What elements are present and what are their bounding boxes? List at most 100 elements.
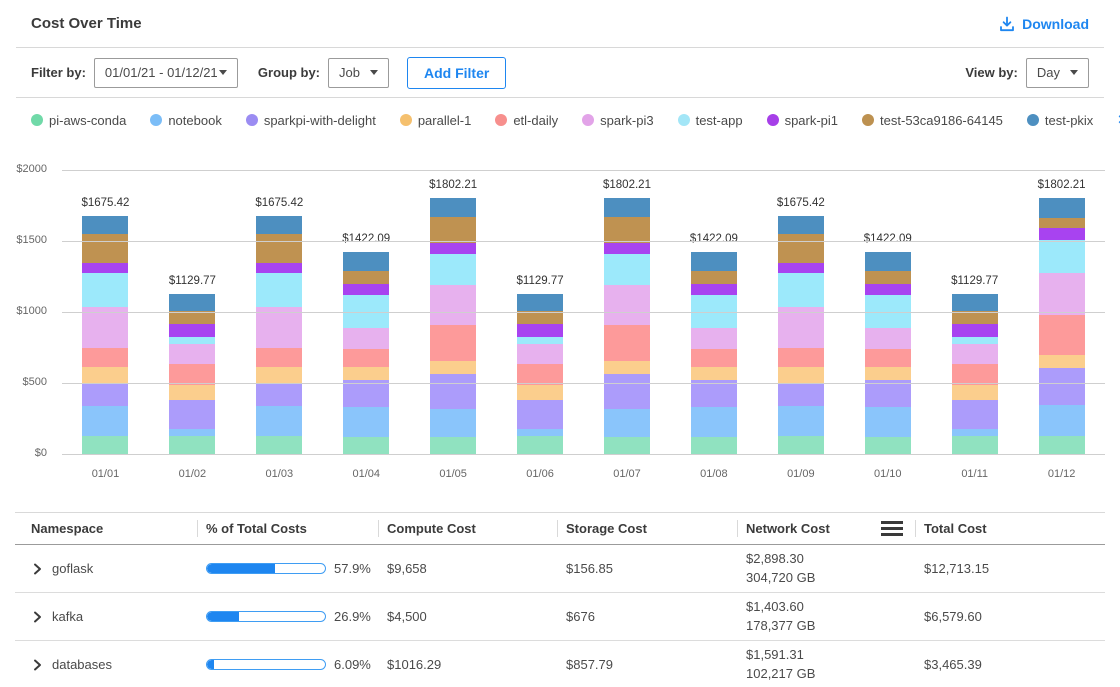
legend-item-spark-pi1[interactable]: spark-pi1 (767, 113, 838, 128)
bar-segment-etl-daily[interactable] (343, 349, 389, 367)
bar-segment-notebook[interactable] (343, 407, 389, 437)
bar-segment-spark-pi1[interactable] (691, 284, 737, 295)
bar-segment-pi-aws-conda[interactable] (604, 437, 650, 454)
bar-segment-spark-pi1[interactable] (256, 263, 302, 273)
bar-segment-spark-pi3[interactable] (169, 344, 215, 364)
bar-segment-test-53ca9186-64145[interactable] (517, 311, 563, 324)
bar-segment-notebook[interactable] (430, 409, 476, 438)
bar-segment-test-53ca9186-64145[interactable] (82, 234, 128, 263)
bar-segment-test-pkix[interactable] (517, 294, 563, 312)
bar-segment-test-pkix[interactable] (778, 216, 824, 234)
bar-segment-test-53ca9186-64145[interactable] (343, 271, 389, 283)
bar-segment-test-pkix[interactable] (865, 252, 911, 271)
bar-segment-spark-pi1[interactable] (865, 284, 911, 295)
bar-segment-test-53ca9186-64145[interactable] (430, 217, 476, 244)
bar-segment-sparkpi-with-delight[interactable] (604, 374, 650, 409)
bar-segment-parallel-1[interactable] (430, 361, 476, 373)
bar-segment-sparkpi-with-delight[interactable] (256, 383, 302, 406)
bar-segment-pi-aws-conda[interactable] (691, 437, 737, 454)
bar-segment-sparkpi-with-delight[interactable] (343, 380, 389, 407)
bar-segment-test-53ca9186-64145[interactable] (604, 217, 650, 244)
legend-item-spark-pi3[interactable]: spark-pi3 (582, 113, 653, 128)
bar-segment-spark-pi1[interactable] (1039, 228, 1085, 240)
bar-segment-sparkpi-with-delight[interactable] (778, 383, 824, 406)
bar-segment-parallel-1[interactable] (82, 367, 128, 383)
bar-segment-parallel-1[interactable] (604, 361, 650, 373)
bar-segment-notebook[interactable] (82, 406, 128, 436)
bar-01/12[interactable] (1039, 198, 1085, 454)
bar-01/07[interactable] (604, 198, 650, 454)
bar-segment-test-app[interactable] (604, 254, 650, 285)
column-menu-icon[interactable] (881, 521, 903, 536)
bar-segment-notebook[interactable] (952, 429, 998, 436)
bar-segment-spark-pi1[interactable] (517, 324, 563, 337)
bar-segment-test-53ca9186-64145[interactable] (865, 271, 911, 283)
bar-segment-test-app[interactable] (256, 273, 302, 307)
bar-01/04[interactable] (343, 252, 389, 454)
bar-segment-parallel-1[interactable] (1039, 355, 1085, 368)
bar-segment-parallel-1[interactable] (169, 385, 215, 399)
bar-segment-spark-pi3[interactable] (1039, 273, 1085, 314)
expand-row-button[interactable] (31, 611, 43, 623)
bar-segment-notebook[interactable] (691, 407, 737, 437)
bar-segment-test-pkix[interactable] (343, 252, 389, 271)
table-row-goflask[interactable]: goflask57.9%$9,658$156.85$2,898.30304,72… (15, 545, 1105, 593)
bar-segment-spark-pi3[interactable] (517, 344, 563, 364)
table-row-databases[interactable]: databases6.09%$1016.29$857.79$1,591.3110… (15, 641, 1105, 687)
bar-segment-parallel-1[interactable] (517, 385, 563, 399)
bar-segment-test-pkix[interactable] (430, 198, 476, 216)
bar-segment-notebook[interactable] (865, 407, 911, 437)
bar-segment-parallel-1[interactable] (865, 367, 911, 380)
bar-segment-pi-aws-conda[interactable] (430, 437, 476, 454)
bar-segment-pi-aws-conda[interactable] (517, 436, 563, 454)
bar-segment-notebook[interactable] (517, 429, 563, 436)
bar-segment-test-app[interactable] (517, 337, 563, 344)
table-row-kafka[interactable]: kafka26.9%$4,500$676$1,403.60178,377 GB$… (15, 593, 1105, 641)
bar-segment-etl-daily[interactable] (865, 349, 911, 367)
bar-segment-spark-pi3[interactable] (604, 285, 650, 324)
bar-segment-etl-daily[interactable] (778, 348, 824, 368)
expand-row-button[interactable] (31, 563, 43, 575)
bar-segment-spark-pi1[interactable] (82, 263, 128, 273)
bar-segment-parallel-1[interactable] (343, 367, 389, 380)
bar-segment-test-app[interactable] (82, 273, 128, 307)
bar-segment-spark-pi1[interactable] (169, 324, 215, 337)
bar-segment-sparkpi-with-delight[interactable] (82, 383, 128, 406)
bar-01/09[interactable] (778, 216, 824, 454)
bar-segment-notebook[interactable] (256, 406, 302, 436)
bar-segment-test-app[interactable] (430, 254, 476, 285)
bar-segment-spark-pi1[interactable] (604, 243, 650, 254)
add-filter-button[interactable]: Add Filter (407, 57, 506, 89)
bar-01/08[interactable] (691, 252, 737, 454)
bar-segment-sparkpi-with-delight[interactable] (691, 380, 737, 407)
bar-segment-spark-pi1[interactable] (952, 324, 998, 337)
bar-segment-pi-aws-conda[interactable] (343, 437, 389, 454)
legend-item-test-app[interactable]: test-app (678, 113, 743, 128)
bar-segment-parallel-1[interactable] (952, 385, 998, 399)
bar-segment-test-app[interactable] (778, 273, 824, 307)
bar-segment-parallel-1[interactable] (778, 367, 824, 383)
bar-segment-pi-aws-conda[interactable] (952, 436, 998, 454)
bar-segment-notebook[interactable] (778, 406, 824, 436)
bar-segment-etl-daily[interactable] (604, 325, 650, 362)
expand-row-button[interactable] (31, 659, 43, 671)
bar-segment-spark-pi1[interactable] (343, 284, 389, 295)
bar-segment-spark-pi1[interactable] (430, 243, 476, 254)
bar-segment-etl-daily[interactable] (1039, 315, 1085, 355)
legend-item-sparkpi-with-delight[interactable]: sparkpi-with-delight (246, 113, 376, 128)
bar-segment-test-53ca9186-64145[interactable] (691, 271, 737, 283)
bar-segment-test-53ca9186-64145[interactable] (256, 234, 302, 263)
bar-segment-parallel-1[interactable] (256, 367, 302, 383)
bar-segment-sparkpi-with-delight[interactable] (169, 400, 215, 429)
bar-segment-spark-pi3[interactable] (343, 328, 389, 349)
bar-segment-test-app[interactable] (169, 337, 215, 344)
bar-segment-spark-pi3[interactable] (865, 328, 911, 349)
legend-item-notebook[interactable]: notebook (150, 113, 222, 128)
bar-segment-etl-daily[interactable] (430, 325, 476, 362)
bar-segment-test-53ca9186-64145[interactable] (169, 311, 215, 324)
bar-segment-pi-aws-conda[interactable] (1039, 436, 1085, 454)
bar-segment-sparkpi-with-delight[interactable] (952, 400, 998, 429)
bar-segment-test-pkix[interactable] (691, 252, 737, 271)
bar-segment-spark-pi3[interactable] (430, 285, 476, 324)
bar-01/11[interactable] (952, 294, 998, 454)
